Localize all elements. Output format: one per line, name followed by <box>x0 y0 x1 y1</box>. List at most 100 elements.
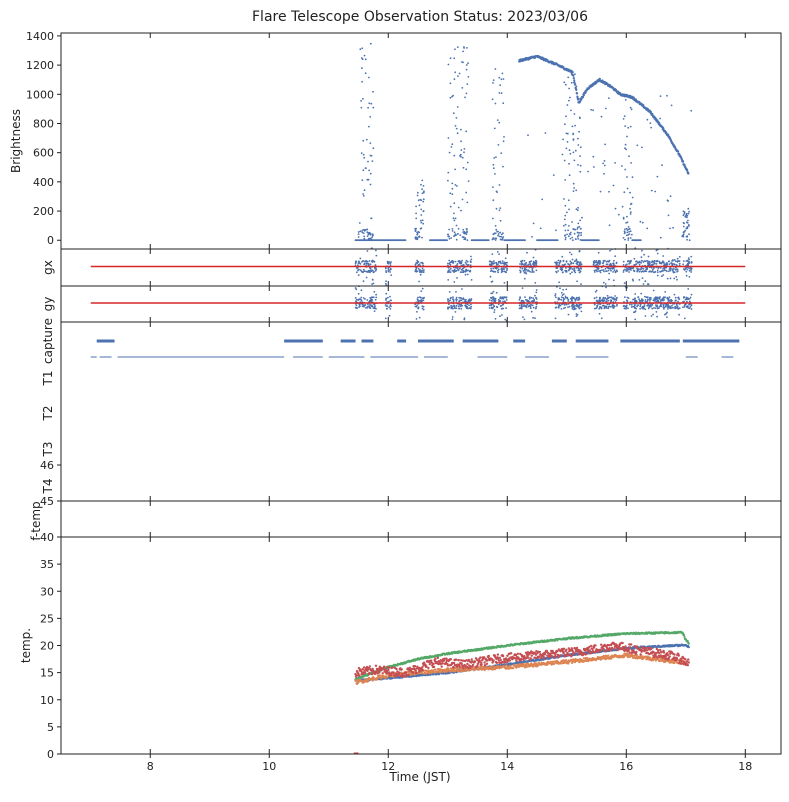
gy-point <box>568 314 570 316</box>
brightness-point <box>365 167 367 169</box>
brightness-point <box>364 55 366 57</box>
brightness-point <box>456 185 458 187</box>
gx-point <box>676 264 678 266</box>
brightness-point <box>368 126 370 128</box>
gy-point <box>493 291 495 293</box>
brightness-point <box>370 218 372 220</box>
brightness-point <box>629 208 631 210</box>
brightness-point <box>527 134 529 136</box>
gx-point <box>358 261 360 263</box>
gy-point <box>375 294 377 296</box>
brightness-point <box>625 222 627 224</box>
gy-point <box>523 305 525 307</box>
brightness-point <box>466 69 468 71</box>
gy-point <box>560 299 562 301</box>
gx-point <box>373 271 375 273</box>
gx-point <box>644 270 646 272</box>
gy-point <box>682 306 684 308</box>
brightness-point <box>499 92 501 94</box>
gx-point <box>571 254 573 256</box>
gx-point <box>461 271 463 273</box>
gx-point <box>420 274 422 276</box>
gy-point <box>631 304 633 306</box>
gy-point <box>505 297 507 299</box>
gx-point <box>613 279 615 281</box>
brightness-point <box>419 236 421 238</box>
gx-point <box>461 260 463 262</box>
brightness-point <box>460 210 462 212</box>
brightness-point <box>569 149 571 151</box>
brightness-point <box>566 148 568 150</box>
brightness-point <box>417 195 419 197</box>
gx-point <box>500 262 502 264</box>
gx-point <box>670 278 672 280</box>
brightness-point <box>492 218 494 220</box>
brightness-point <box>503 140 505 142</box>
gy-point <box>385 299 387 301</box>
gx-point <box>686 275 688 277</box>
brightness-point <box>604 144 606 146</box>
brightness-point <box>647 119 649 121</box>
gx-point <box>469 271 471 273</box>
brightness-point <box>459 73 461 75</box>
brightness-point <box>454 235 456 237</box>
brightness-point <box>531 236 533 238</box>
gx-point <box>639 264 641 266</box>
brightness-point <box>494 127 496 129</box>
temp-series-point <box>688 646 690 648</box>
brightness-point <box>453 57 455 59</box>
gy-point <box>655 307 657 309</box>
gy-point <box>647 300 649 302</box>
gx-point <box>626 263 628 265</box>
gx-point <box>492 281 494 283</box>
gy-point <box>638 296 640 298</box>
brightness-point <box>492 98 494 100</box>
brightness-point <box>573 183 575 185</box>
gx-point <box>387 268 389 270</box>
brightness-point <box>465 237 467 239</box>
brightness-point <box>575 189 577 191</box>
brightness-point <box>600 191 602 193</box>
brightness-point <box>565 239 567 241</box>
gx-point <box>532 263 534 265</box>
brightness-point <box>466 64 468 66</box>
gy-point <box>447 298 449 300</box>
status-row-label: T3 <box>41 442 55 458</box>
gx-point <box>688 262 690 264</box>
gy-point <box>506 299 508 301</box>
gx-point <box>466 263 468 265</box>
brightness-point <box>578 131 580 133</box>
brightness-point <box>624 147 626 149</box>
gy-point <box>490 293 492 295</box>
brightness-point <box>627 188 629 190</box>
gy-point <box>468 305 470 307</box>
gy-point <box>644 305 646 307</box>
gx-point <box>642 277 644 279</box>
gx-point <box>503 264 505 266</box>
gx-point <box>471 279 473 281</box>
brightness-point <box>361 57 363 59</box>
temp-series-point <box>430 672 432 674</box>
brightness-point <box>573 79 575 81</box>
brightness-point <box>499 207 501 209</box>
brightness-point <box>372 160 374 162</box>
gy-point <box>603 300 605 302</box>
gx-point <box>613 267 615 269</box>
gy-point <box>496 306 498 308</box>
brightness-point <box>605 108 607 110</box>
gx-point <box>600 262 602 264</box>
gy-point <box>505 307 507 309</box>
gx-point <box>578 269 580 271</box>
gx-point <box>603 260 605 262</box>
gy-point <box>684 296 686 298</box>
gx-point <box>494 271 496 273</box>
gy-point <box>522 287 524 289</box>
brightness-point <box>684 216 686 218</box>
gx-point <box>564 264 566 266</box>
brightness-point <box>573 81 575 83</box>
brightness-point <box>569 174 571 176</box>
brightness-point <box>463 231 465 233</box>
brightness-point <box>568 100 570 102</box>
gy-point <box>667 308 669 310</box>
gy-point <box>555 297 557 299</box>
